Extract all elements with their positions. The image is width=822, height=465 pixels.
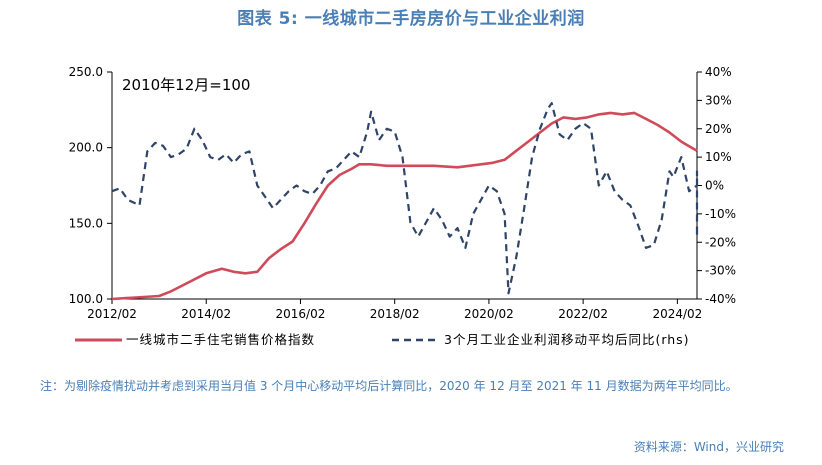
plot-frame: [111, 72, 698, 300]
x-tick-label: 2016/02: [276, 307, 326, 321]
right-tick-label: 40%: [705, 65, 732, 79]
legend: 一线城市二手住宅销售价格指数 3个月工业企业利润移动平均后同比(rhs): [75, 332, 690, 347]
x-tick-label: 2014/02: [181, 307, 231, 321]
right-tick-label: 30%: [705, 93, 732, 107]
right-tick-label: 20%: [705, 122, 732, 136]
x-tick-label: 2022/02: [558, 307, 608, 321]
base-annotation: 2010年12月=100: [122, 76, 250, 94]
x-axis-ticks: 2012/02 2014/02 2016/02 2018/02 2020/02 2022/…: [87, 299, 702, 321]
right-tick-label: -30%: [705, 264, 736, 278]
x-tick-label: 2020/02: [464, 307, 514, 321]
series-profit-line: [111, 102, 699, 295]
source-note: 资料来源：Wind，兴业研究: [633, 440, 784, 454]
footnote: 注：为剔除疫情扰动并考虑到采用当月值 3 个月中心移动平均后计算同比，2020 …: [40, 379, 738, 393]
right-axis-ticks: -40% -30% -20% -10% 0% 10% 20% 30% 40%: [697, 65, 736, 306]
legend-label-price: 一线城市二手住宅销售价格指数: [126, 332, 315, 347]
left-tick-label: 100.0: [69, 292, 103, 306]
left-tick-label: 250.0: [69, 65, 103, 79]
left-tick-label: 150.0: [69, 216, 103, 230]
chart: 100.0 150.0 200.0 250.0 -40% -30% -20% -10% 0% 1…: [69, 65, 736, 347]
right-tick-label: -20%: [705, 235, 736, 249]
right-tick-label: -40%: [705, 292, 736, 306]
x-tick-label: 2012/02: [87, 307, 137, 321]
x-tick-label: 2018/02: [370, 307, 420, 321]
left-axis-ticks: 100.0 150.0 200.0 250.0: [69, 65, 112, 306]
right-tick-label: 0%: [705, 179, 724, 193]
series-layer: [111, 102, 699, 301]
legend-label-profit: 3个月工业企业利润移动平均后同比(rhs): [444, 332, 690, 347]
chart-title: 图表 5: 一线城市二手房房价与工业企业利润: [237, 9, 585, 29]
right-tick-label: 10%: [705, 150, 732, 164]
x-tick-label: 2024/02: [652, 307, 702, 321]
series-price-line: [111, 111, 698, 301]
left-tick-label: 200.0: [69, 141, 103, 155]
right-tick-label: -10%: [705, 207, 736, 221]
